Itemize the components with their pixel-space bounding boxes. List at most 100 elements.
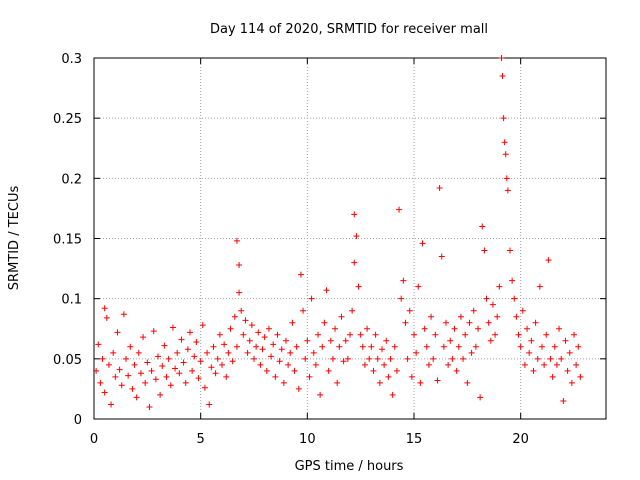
data-point (251, 355, 257, 362)
data-point (485, 319, 492, 326)
x-tick-label: 0 (90, 432, 98, 447)
x-tick-labels: 0 5 10 15 20 (90, 432, 529, 447)
data-point (317, 391, 324, 398)
data-point (453, 367, 460, 374)
data-point (95, 341, 102, 348)
data-point (197, 358, 204, 365)
data-point (381, 361, 388, 368)
data-point (494, 313, 501, 320)
data-point (562, 337, 569, 344)
data-point (238, 307, 245, 314)
data-point (438, 253, 445, 260)
data-point (436, 184, 443, 191)
data-point (242, 317, 249, 324)
data-point (240, 331, 247, 338)
data-point (216, 331, 223, 338)
data-point (379, 346, 385, 353)
data-point (466, 319, 473, 326)
data-point (321, 319, 328, 326)
data-point (351, 211, 358, 218)
data-point (123, 355, 129, 362)
x-tick-label: 15 (406, 432, 423, 447)
data-point (481, 247, 488, 254)
data-point (99, 355, 106, 362)
data-point (391, 343, 398, 350)
data-point (344, 355, 351, 362)
data-point (509, 277, 516, 284)
data-point (289, 319, 296, 326)
data-point (259, 346, 266, 353)
data-point (411, 331, 417, 338)
data-point (402, 319, 409, 326)
data-point (135, 349, 142, 356)
data-point (174, 349, 181, 356)
data-point (368, 343, 375, 350)
data-point (359, 343, 366, 350)
data-point (468, 349, 475, 356)
x-axis-label: GPS time / hours (295, 459, 404, 474)
data-point (425, 361, 432, 368)
data-point (406, 307, 413, 314)
data-point (351, 259, 358, 266)
data-point (312, 361, 319, 368)
data-point (137, 370, 144, 377)
data-point (285, 361, 292, 368)
data-point (223, 373, 230, 380)
data-point (176, 370, 183, 377)
data-point (108, 401, 115, 408)
data-point (457, 313, 464, 320)
data-point (534, 355, 541, 362)
data-point (385, 373, 392, 380)
data-point (521, 361, 528, 368)
data-point (120, 311, 127, 318)
data-point (302, 355, 309, 362)
y-tick-label: 0.3 (61, 52, 82, 67)
data-point (148, 367, 155, 374)
data-point (150, 328, 157, 335)
data-point (539, 343, 545, 350)
data-point (315, 331, 321, 338)
data-point (408, 373, 415, 380)
data-point (361, 361, 368, 368)
data-point (114, 329, 121, 336)
data-point (353, 233, 360, 240)
data-point (304, 337, 311, 344)
data-point (447, 337, 454, 344)
data-point (389, 391, 396, 398)
data-point (451, 325, 458, 332)
data-point (526, 349, 533, 356)
data-point (536, 283, 543, 290)
data-point (504, 187, 511, 194)
data-point (440, 343, 447, 350)
data-point (236, 289, 243, 296)
data-point (206, 401, 213, 408)
data-point (462, 331, 469, 338)
data-point (152, 376, 159, 383)
data-point (297, 271, 304, 278)
data-point (507, 247, 513, 254)
data-point (274, 331, 281, 338)
chart-title: Day 114 of 2020, SRMTID for receiver mal… (210, 22, 488, 37)
data-point (479, 223, 486, 230)
axis-ticks (93, 57, 606, 420)
data-point (419, 240, 426, 247)
x-tick-label: 20 (512, 432, 529, 447)
data-point (233, 343, 240, 350)
data-point (372, 331, 379, 338)
data-point (244, 349, 251, 356)
data-point (219, 361, 225, 368)
data-point (332, 325, 339, 332)
data-point (261, 334, 268, 341)
data-point (374, 355, 381, 362)
data-point (248, 322, 255, 329)
data-point (323, 287, 330, 294)
data-point (568, 379, 575, 386)
data-point (483, 295, 490, 302)
y-tick-label: 0.05 (53, 353, 82, 368)
data-point (511, 295, 518, 302)
data-point (225, 349, 232, 356)
data-point (357, 331, 364, 338)
data-point (195, 375, 202, 382)
data-point (513, 313, 520, 320)
data-point (246, 337, 253, 344)
